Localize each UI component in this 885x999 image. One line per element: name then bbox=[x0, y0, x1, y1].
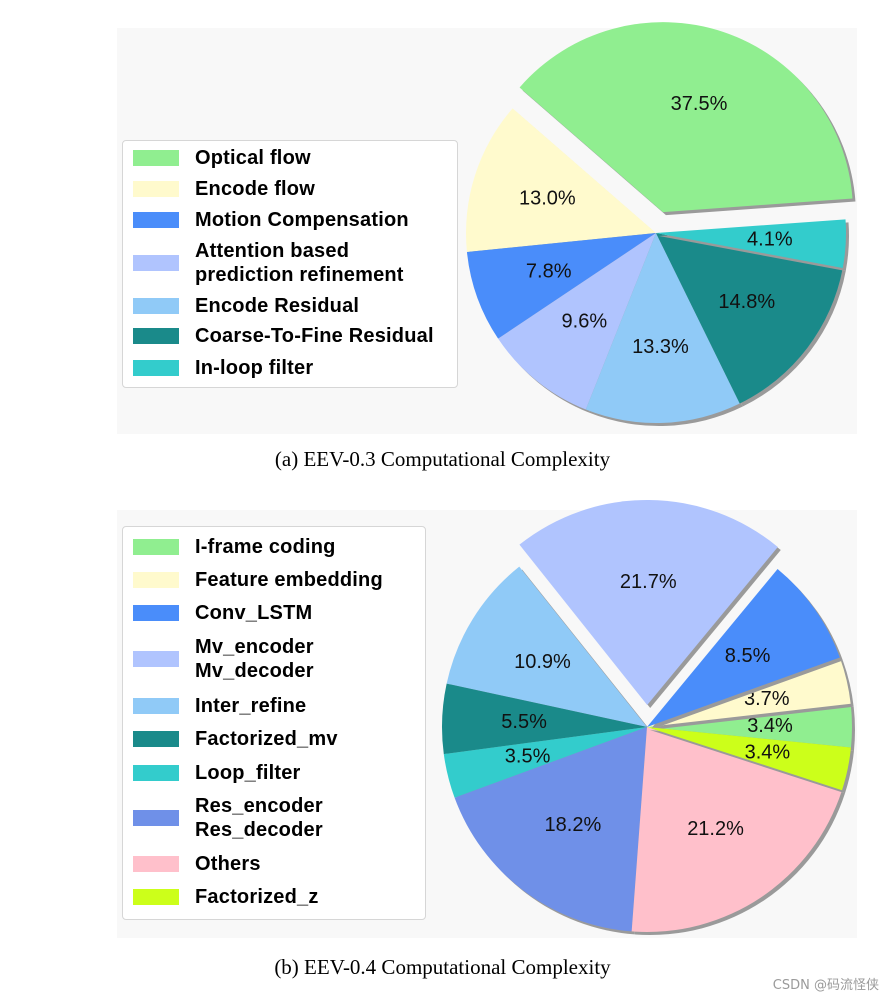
legend-b-label-4: Inter_refine bbox=[195, 695, 307, 717]
legend-a-label-4: Encode Residual bbox=[195, 295, 360, 317]
legend-a-label-5: Coarse-To-Fine Residual bbox=[195, 325, 434, 347]
legend-a-swatch-0 bbox=[133, 150, 179, 166]
legend-b-swatch-4 bbox=[133, 698, 179, 714]
pie-a-slice-label-0: 37.5% bbox=[671, 93, 728, 115]
legend-a-swatch-1 bbox=[133, 181, 179, 197]
legend-b-swatch-1 bbox=[133, 572, 179, 588]
legend-a-item-0: Optical flow bbox=[133, 146, 311, 170]
pie-a-slice-5 bbox=[656, 233, 843, 404]
pie-a-slice-1 bbox=[466, 108, 656, 253]
legend-b-label-0: I-frame coding bbox=[195, 536, 336, 558]
caption-a: (a) EEV-0.3 Computational Complexity bbox=[274, 447, 611, 471]
pie-a-slice-label-2: 7.8% bbox=[526, 261, 572, 283]
legend-b-label-6: Loop_filter bbox=[195, 762, 301, 784]
legend-a-item-5: Coarse-To-Fine Residual bbox=[133, 324, 434, 348]
legend-b-label-2: Conv_LSTM bbox=[195, 602, 313, 624]
legend-a: Optical flow Encode flow Motion Compensati… bbox=[122, 140, 458, 388]
legend-b-item-4: Inter_refine bbox=[133, 694, 306, 718]
pie-a-slice-6 bbox=[656, 219, 847, 269]
pie-a-slice-3 bbox=[498, 233, 656, 410]
pie-a-slice-label-6: 4.1% bbox=[747, 228, 793, 250]
legend-a-label-0: Optical flow bbox=[195, 147, 311, 169]
pie-a-slice-label-5: 14.8% bbox=[718, 291, 775, 313]
legend-b-item-9: Factorized_z bbox=[133, 885, 319, 909]
legend-b-swatch-6 bbox=[133, 765, 179, 781]
legend-a-swatch-4 bbox=[133, 298, 179, 314]
legend-b-swatch-5 bbox=[133, 731, 179, 747]
caption-b: (b) EEV-0.4 Computational Complexity bbox=[274, 955, 611, 979]
legend-b-swatch-8 bbox=[133, 856, 179, 872]
legend-b-label-5: Factorized_mv bbox=[195, 728, 338, 750]
pie-a-slice-0 bbox=[519, 22, 853, 213]
legend-b-swatch-0 bbox=[133, 539, 179, 555]
legend-a-label-1: Encode flow bbox=[195, 178, 315, 200]
legend-b-label-3: Mv_encoder Mv_decoder bbox=[195, 636, 314, 682]
legend-a-swatch-5 bbox=[133, 328, 179, 344]
legend-a-swatch-6 bbox=[133, 360, 179, 376]
legend-a-swatch-2 bbox=[133, 212, 179, 228]
legend-b-item-0: I-frame coding bbox=[133, 535, 336, 559]
legend-b-label-8: Others bbox=[195, 853, 261, 875]
legend-b-swatch-9 bbox=[133, 889, 179, 905]
pie-a-slice-label-3: 9.6% bbox=[562, 311, 608, 333]
legend-b-swatch-2 bbox=[133, 605, 179, 621]
pie-a-slice-4 bbox=[585, 233, 740, 423]
legend-a-item-4: Encode Residual bbox=[133, 294, 359, 318]
pie-a-slice-label-1: 13.0% bbox=[519, 187, 576, 209]
pie-a-slice-2 bbox=[466, 233, 656, 339]
legend-b-item-8: Others bbox=[133, 852, 261, 876]
legend-a-item-3: Attention based prediction refinement bbox=[133, 239, 404, 287]
legend-a-item-2: Motion Compensation bbox=[133, 208, 409, 232]
legend-b-item-5: Factorized_mv bbox=[133, 727, 338, 751]
legend-a-item-6: In-loop filter bbox=[133, 356, 313, 380]
legend-b-item-1: Feature embedding bbox=[133, 568, 383, 592]
legend-b-swatch-3 bbox=[133, 651, 179, 667]
legend-a-swatch-3 bbox=[133, 255, 179, 271]
legend-b-label-9: Factorized_z bbox=[195, 886, 319, 908]
legend-b-label-7: Res_encoder Res_decoder bbox=[195, 795, 323, 841]
legend-a-label-3: Attention based prediction refinement bbox=[195, 240, 404, 286]
legend-b-item-7: Res_encoder Res_decoder bbox=[133, 794, 323, 842]
legend-b-item-3: Mv_encoder Mv_decoder bbox=[133, 635, 314, 683]
legend-b: I-frame coding Feature embedding Conv_LSTM… bbox=[122, 526, 426, 920]
legend-b-item-2: Conv_LSTM bbox=[133, 601, 312, 625]
legend-b-label-1: Feature embedding bbox=[195, 569, 383, 591]
legend-b-item-6: Loop_filter bbox=[133, 761, 301, 785]
watermark: CSDN @码流怪侠 bbox=[772, 978, 879, 993]
legend-a-label-2: Motion Compensation bbox=[195, 209, 409, 231]
legend-a-item-1: Encode flow bbox=[133, 177, 315, 201]
legend-a-label-6: In-loop filter bbox=[195, 357, 314, 379]
pie-a-slice-label-4: 13.3% bbox=[632, 336, 689, 358]
legend-b-swatch-7 bbox=[133, 810, 179, 826]
